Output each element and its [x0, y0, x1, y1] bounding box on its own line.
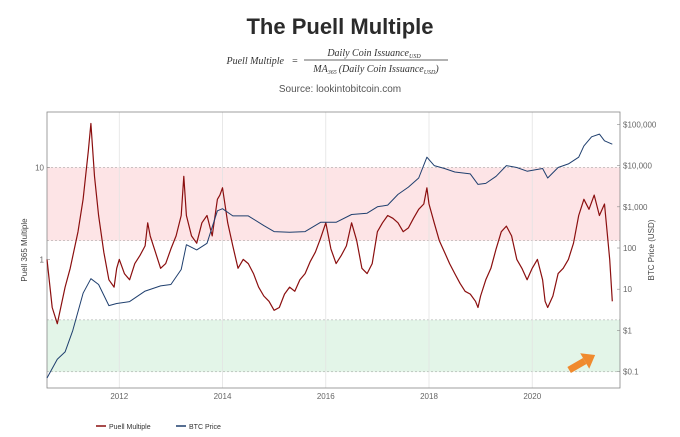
- chart-title: The Puell Multiple: [246, 14, 434, 39]
- btc-price-line: [46, 133, 613, 379]
- x-tick-label: 2012: [110, 392, 128, 401]
- formula: Puell Multiple = Daily Coin IssuanceUSD …: [226, 48, 448, 76]
- left-axis-label: Puell 365 Multiple: [20, 218, 29, 282]
- zone-bands: [47, 167, 620, 373]
- left-axis-ticks: 10 1: [35, 163, 50, 264]
- x-tick-label: 2014: [214, 392, 232, 401]
- arrow-up-right-icon: [567, 353, 596, 374]
- x-axis-ticks: 2012 2014 2016 2018 2020: [110, 392, 541, 401]
- x-tick-label: 2016: [317, 392, 335, 401]
- formula-numerator-main: Daily Coin Issuance: [326, 48, 409, 59]
- right-tick-label: $10,000: [623, 162, 652, 171]
- legend-label-puell: Puell Multiple: [109, 424, 151, 431]
- formula-denominator-prefix-sub: 365: [327, 70, 337, 76]
- green-band: [47, 319, 620, 372]
- left-tick-label: 10: [35, 163, 44, 172]
- right-axis-ticks: $100,000 $10,000 $1,000 100 10 $1 $0.1: [617, 120, 657, 377]
- x-tick-label: 2018: [420, 392, 438, 401]
- formula-denominator-close: ): [434, 64, 439, 75]
- formula-eq: =: [292, 56, 298, 67]
- plot-frame: [46, 111, 621, 389]
- formula-denominator-sub: USD: [424, 70, 436, 76]
- right-tick-label: $100,000: [623, 120, 657, 129]
- right-tick-label: 100: [623, 244, 637, 253]
- formula-denominator-prefix: MA: [312, 64, 328, 75]
- puell-multiple-line: [46, 122, 613, 325]
- right-tick-label: $0.1: [623, 368, 639, 377]
- legend: Puell Multiple BTC Price: [96, 424, 221, 431]
- arrow-head: [580, 353, 596, 369]
- right-tick-label: $1,000: [623, 203, 648, 212]
- x-tick-label: 2020: [523, 392, 541, 401]
- series-lines: [46, 122, 613, 379]
- formula-lhs: Puell Multiple: [226, 56, 285, 67]
- formula-numerator: Daily Coin IssuanceUSD: [326, 48, 421, 60]
- right-tick-label: $1: [623, 326, 632, 335]
- source-caption: Source: lookintobitcoin.com: [278, 84, 402, 95]
- formula-denominator-main: (Daily Coin Issuance: [339, 64, 425, 75]
- right-axis-label: BTC Price (USD): [647, 219, 656, 280]
- formula-denominator: MA365 (Daily Coin IssuanceUSD): [312, 64, 439, 76]
- formula-numerator-sub: USD: [409, 54, 421, 60]
- arrow-shaft: [567, 357, 587, 374]
- legend-label-btc: BTC Price: [189, 424, 221, 431]
- left-tick-label: 1: [40, 255, 45, 264]
- right-tick-label: 10: [623, 285, 632, 294]
- red-band: [47, 167, 620, 241]
- grid-lines: [118, 112, 533, 388]
